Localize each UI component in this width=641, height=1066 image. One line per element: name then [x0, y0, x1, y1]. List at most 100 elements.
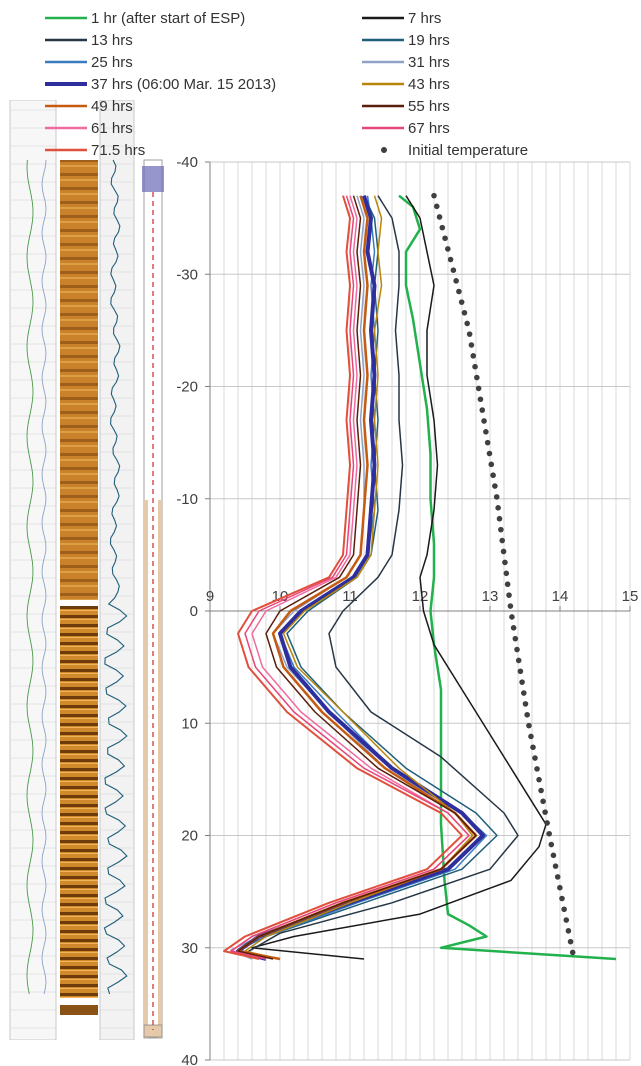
- initial-temperature-point: [552, 863, 559, 869]
- legend-label: 71.5 hrs: [91, 142, 145, 159]
- initial-temperature-point: [453, 278, 459, 284]
- initial-temperature-point: [550, 852, 557, 859]
- legend-item: 61 hrs: [45, 120, 133, 137]
- initial-temperature-point: [496, 515, 503, 522]
- legend-swatch: [381, 147, 387, 153]
- initial-temperature-point: [546, 830, 552, 837]
- legend-label: 19 hrs: [408, 32, 450, 49]
- initial-temperature-point: [456, 288, 462, 295]
- core-image-lower: [60, 606, 98, 998]
- log-curve-green: [26, 159, 34, 995]
- initial-temperature-point: [464, 320, 470, 327]
- initial-temperature-point: [475, 385, 482, 392]
- initial-temperature-point: [522, 701, 529, 707]
- legend-label: 7 hrs: [408, 10, 441, 27]
- y-tick-label: -10: [176, 491, 198, 508]
- series-line-2: [244, 195, 519, 960]
- initial-temperature-point: [479, 407, 486, 413]
- initial-temperature-point: [530, 744, 536, 751]
- y-tick-label: 20: [181, 828, 198, 845]
- legend-item: 55 hrs: [362, 98, 450, 115]
- initial-temperature-point: [569, 949, 576, 956]
- x-tick-label: 9: [206, 588, 214, 605]
- legend-label: 43 hrs: [408, 76, 450, 93]
- initial-temperature-point: [498, 526, 504, 533]
- initial-temperature-point: [561, 906, 567, 913]
- well-log-panel: [0, 99, 192, 1041]
- initial-temperature-point: [504, 581, 511, 588]
- series-line-0: [398, 194, 617, 961]
- initial-temperature-point: [481, 418, 487, 424]
- series-line-3: [237, 195, 498, 960]
- log-curve-blue: [103, 159, 128, 995]
- legend-label: 61 hrs: [91, 120, 133, 137]
- series-line-1: [251, 195, 547, 960]
- initial-temperature-point: [517, 668, 524, 675]
- legend-item: 37 hrs (06:00 Mar. 15 2013): [45, 76, 276, 93]
- x-tick-label: 12: [412, 588, 429, 605]
- legend-item: 43 hrs: [362, 76, 450, 93]
- initial-temperature-point: [563, 917, 570, 923]
- legend-item: Initial temperature: [381, 142, 528, 159]
- x-tick-label: 15: [622, 588, 639, 605]
- initial-temperature-point: [538, 787, 544, 794]
- initial-temperature-point: [470, 353, 477, 359]
- initial-temperature-point: [490, 472, 496, 479]
- legend-item: 31 hrs: [362, 54, 450, 71]
- legend-item: 71.5 hrs: [45, 142, 145, 159]
- initial-temperature-point: [486, 450, 493, 457]
- initial-temperature-point: [499, 537, 506, 544]
- legend-label: Initial temperature: [408, 142, 528, 159]
- initial-temperature-point: [484, 439, 491, 446]
- initial-temperature-point: [557, 884, 563, 891]
- initial-temperature-point: [540, 798, 546, 805]
- initial-temperature-point: [532, 755, 538, 761]
- initial-temperature-point: [431, 192, 437, 199]
- y-tick-label: -20: [176, 379, 198, 396]
- initial-temperature-point: [495, 505, 501, 511]
- initial-temperature-point: [559, 895, 565, 902]
- legend-item: 49 hrs: [45, 98, 133, 115]
- legend-label: 37 hrs (06:00 Mar. 15 2013): [91, 76, 276, 93]
- well-log-graphic: [9, 99, 164, 1041]
- initial-temperature-point: [439, 224, 446, 231]
- legend-item: 25 hrs: [45, 54, 133, 71]
- initial-temperature-point: [474, 374, 480, 381]
- initial-temperature-point: [493, 494, 500, 500]
- initial-temperature-point: [472, 363, 478, 370]
- series-initial-temperature: [431, 192, 576, 956]
- legend-label: 1 hr (after start of ESP): [91, 10, 245, 27]
- legend-label: 13 hrs: [91, 32, 133, 49]
- initial-temperature-point: [450, 267, 457, 274]
- legend-label: 25 hrs: [91, 54, 133, 71]
- initial-temperature-point: [500, 548, 507, 555]
- initial-temperature-point: [528, 733, 534, 740]
- x-tick-label: 11: [342, 588, 358, 605]
- initial-temperature-point: [488, 461, 495, 468]
- initial-temperature-point: [548, 841, 555, 848]
- initial-temperature-point: [492, 483, 498, 489]
- initial-temperature-point: [507, 603, 514, 609]
- legend-label: 55 hrs: [408, 98, 450, 115]
- initial-temperature-point: [515, 657, 522, 664]
- y-tick-label: -40: [176, 154, 198, 171]
- initial-temperature-point: [509, 614, 515, 620]
- x-tick-label: 13: [482, 588, 499, 605]
- initial-temperature-point: [524, 711, 530, 718]
- initial-temperature-point: [468, 342, 475, 348]
- initial-temperature-point: [458, 299, 465, 305]
- y-tick-label: -30: [176, 266, 198, 283]
- legend-item: 7 hrs: [362, 10, 441, 27]
- core-image-upper: [60, 160, 98, 600]
- y-tick-label: 40: [181, 1052, 198, 1066]
- initial-temperature-point: [433, 203, 440, 210]
- initial-temperature-point: [567, 938, 574, 945]
- initial-temperature-point: [477, 396, 484, 403]
- initial-temperature-point: [461, 309, 468, 316]
- initial-temperature-point: [510, 625, 517, 631]
- initial-temperature-point: [503, 570, 510, 577]
- legend-label: 49 hrs: [91, 98, 133, 115]
- initial-temperature-point: [512, 635, 519, 642]
